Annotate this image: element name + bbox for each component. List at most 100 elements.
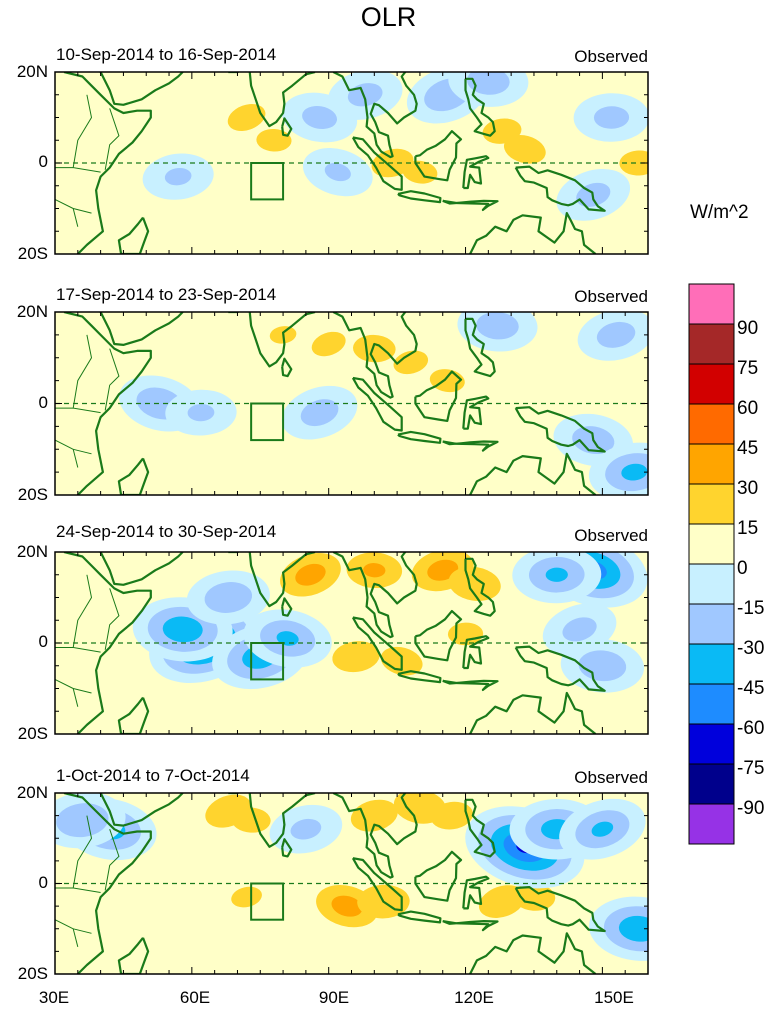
map-panel	[54, 289, 649, 496]
colorbar-swatch	[688, 403, 735, 445]
olr-anomaly-patch	[204, 582, 253, 613]
olr-anomaly-patch	[619, 150, 648, 176]
lat-label-0: 0	[38, 152, 48, 171]
country-border	[72, 574, 101, 653]
coastline	[63, 793, 152, 974]
coastline	[117, 216, 150, 254]
coastline	[469, 212, 597, 254]
olr-anomaly-patch	[324, 163, 351, 182]
colorbar-label: -75	[737, 758, 765, 779]
lon-label-90e: 90E	[318, 988, 350, 1007]
olr-anomaly-patch	[311, 331, 346, 357]
lat-label-0: 0	[38, 873, 48, 892]
coastline	[281, 357, 293, 378]
country-border	[73, 928, 92, 934]
colorbar-label: -45	[737, 678, 765, 699]
colorbar-swatch	[688, 483, 735, 525]
country-border	[72, 815, 101, 893]
coastline	[462, 875, 490, 910]
colorbar-label: 30	[737, 478, 759, 499]
olr-anomaly-patch	[162, 616, 203, 643]
coastline	[351, 857, 403, 912]
map-panel	[54, 551, 649, 735]
coastline	[462, 155, 490, 190]
colorbar-units: W/m^2	[690, 202, 749, 223]
coastline	[117, 457, 150, 495]
colorbar-label: 90	[737, 318, 759, 339]
coastline	[442, 919, 499, 932]
colorbar-swatch	[688, 643, 735, 685]
colorbar-swatch	[688, 283, 735, 325]
olr-anomaly-patch	[290, 818, 322, 840]
coastline	[228, 312, 316, 368]
country-border	[104, 108, 120, 170]
colorbar-swatch	[688, 803, 735, 845]
colorbar-label: 0	[737, 558, 748, 579]
coastline	[467, 289, 475, 303]
index-box	[250, 642, 285, 681]
coastline	[63, 72, 152, 254]
coastline	[63, 552, 152, 734]
coastline	[464, 77, 496, 137]
olr-anomaly-patch	[363, 563, 386, 578]
coastline	[397, 910, 442, 924]
map-panel	[54, 792, 649, 975]
coastline	[464, 798, 496, 858]
coastline	[414, 130, 463, 182]
coastline	[514, 406, 606, 453]
coastline	[117, 696, 150, 734]
panel-4-observed: Observed	[574, 768, 648, 787]
coastline	[332, 552, 418, 639]
coastline	[228, 793, 316, 848]
panel-1-observed: Observed	[574, 47, 648, 66]
coastline	[469, 932, 597, 974]
coastline	[462, 395, 490, 430]
index-box	[250, 162, 285, 201]
olr-anomaly-patch	[430, 801, 474, 830]
country-border	[104, 588, 120, 650]
coastline	[397, 430, 442, 444]
olr-anomaly-patch	[562, 617, 597, 642]
country-border	[73, 448, 92, 455]
country-border	[72, 334, 101, 414]
coastline	[281, 117, 293, 137]
coastline	[514, 645, 606, 692]
country-border	[73, 688, 92, 694]
colorbar-label: -30	[737, 638, 765, 659]
olr-anomaly-patch	[512, 883, 556, 911]
coastline	[442, 440, 499, 452]
coastline	[462, 635, 490, 670]
colorbar-swatch	[688, 523, 735, 565]
coastline	[281, 597, 293, 617]
lat-label-20s: 20S	[17, 244, 48, 263]
olr-anomaly-patch	[591, 821, 614, 837]
coastline	[514, 885, 606, 933]
olr-anomaly-patch	[545, 567, 568, 582]
country-border	[55, 198, 79, 227]
index-box	[250, 882, 285, 921]
colorbar-swatch	[688, 563, 735, 605]
colorbar-swatch	[688, 323, 735, 365]
lon-label-30e: 30E	[38, 988, 70, 1007]
coastline	[99, 552, 184, 586]
olr-anomaly-patch	[300, 399, 339, 427]
coastline	[464, 317, 496, 378]
coastline	[442, 679, 499, 692]
lat-label-0: 0	[38, 393, 48, 412]
panel-1-date: 10-Sep-2014 to 16-Sep-2014	[56, 45, 277, 64]
chart-title: OLR	[360, 2, 417, 32]
coastline	[414, 850, 463, 902]
coastline	[332, 72, 418, 159]
index-box	[250, 402, 285, 442]
coastline	[99, 72, 184, 106]
country-border	[72, 94, 101, 173]
olr-anomaly-patch	[164, 167, 192, 186]
coastline	[99, 793, 184, 827]
coastline	[469, 452, 597, 495]
colorbar-swatch	[688, 363, 735, 405]
country-border	[104, 829, 120, 891]
lon-label-120e: 120E	[454, 988, 494, 1007]
lat-label-20s: 20S	[17, 964, 48, 983]
coastline	[332, 312, 418, 399]
